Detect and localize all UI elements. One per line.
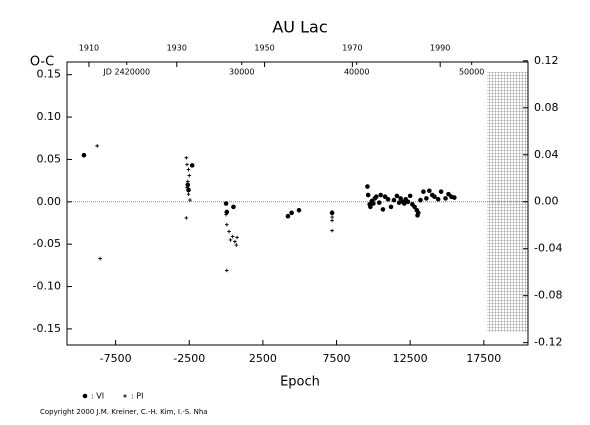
point [438,189,444,194]
point [435,196,441,202]
point [225,222,229,227]
y2-tick-label: -0.08 [534,289,562,302]
point [388,204,394,210]
point [184,216,189,220]
point [394,193,400,199]
y2-tick-label: 0.04 [534,148,559,161]
x2-tick-label: 1910 [79,44,99,53]
point [427,188,432,194]
point [95,144,99,148]
legend-label: : PI [131,392,143,401]
point [452,195,457,200]
point [415,210,421,216]
y-axis-label: O-C [30,55,54,70]
point [405,199,411,205]
point [443,196,448,201]
y2-tick-label: 0.08 [534,101,559,114]
point [123,394,127,398]
point [418,197,423,203]
y-tick-label: -0.05 [33,237,61,250]
x2-tick-label: 1930 [167,44,187,53]
point [432,194,437,200]
point [185,185,189,190]
x-axis-label: Epoch [280,375,320,390]
y-tick-label: 0.05 [37,152,62,165]
y-tick-label: -0.15 [33,322,61,335]
point [82,393,88,399]
y2-tick-label: 0.00 [534,195,559,208]
plot-frame [66,61,529,346]
x-tick-label: 12500 [393,352,428,365]
point [365,192,371,198]
point [186,192,191,196]
point [365,184,370,189]
point [235,235,239,240]
x3-tick-label: 40000 [344,68,369,77]
point [225,268,229,273]
point [368,204,373,210]
y-tick-label: -0.10 [33,280,61,293]
chart-title: AU Lac [272,18,327,37]
point [396,200,402,205]
x2-tick-label: 1990 [430,44,450,53]
x3-tick-label: 50000 [459,68,484,77]
x3-tick-label: 30000 [229,68,254,77]
y2-tick-label: 0.12 [534,54,559,67]
x-tick-label: -7500 [100,352,132,365]
point [185,179,190,184]
point [330,218,334,223]
point [228,238,233,242]
y-tick-label: 0.15 [37,68,62,81]
point [398,196,403,201]
x2-tick-label: 1970 [342,44,362,53]
x-tick-label: 7500 [323,352,351,365]
point [81,152,87,158]
point [186,167,191,172]
point [188,198,192,202]
point [385,196,391,202]
copyright: Copyright 2000 J.M. Kreiner, C.-H. Kim, … [40,408,208,416]
point [391,197,397,203]
point [185,162,189,167]
point [373,194,379,200]
point [289,210,294,216]
legend-label: : VI [91,392,104,401]
point [285,213,291,219]
point [187,173,192,178]
point [224,209,230,215]
point [407,193,413,199]
x-tick-label: 17500 [466,352,501,365]
point [330,215,334,219]
point [330,210,334,214]
point [296,207,302,213]
y2-tick-label: -0.04 [534,242,562,255]
x-tick-label: -2500 [173,352,205,365]
point [230,234,235,239]
point [421,189,426,194]
x3-tick-label: JD 2420000 [102,68,150,77]
point [424,196,429,201]
y-tick-label: 0.00 [37,195,62,208]
point [376,200,382,205]
point [189,163,195,168]
point [233,239,237,244]
point [184,155,189,160]
point [231,204,236,210]
y2-tick-label: -0.12 [534,336,562,349]
point [401,201,407,206]
point [371,201,376,206]
point [227,229,231,234]
point [330,228,334,233]
point [234,243,239,247]
x-tick-label: 2500 [249,352,277,365]
point [224,212,228,217]
point [380,207,386,212]
point [98,256,102,261]
x2-tick-label: 1950 [254,44,274,53]
point [412,204,417,210]
y-tick-label: 0.10 [37,110,62,123]
point [378,192,384,198]
point [223,201,229,206]
